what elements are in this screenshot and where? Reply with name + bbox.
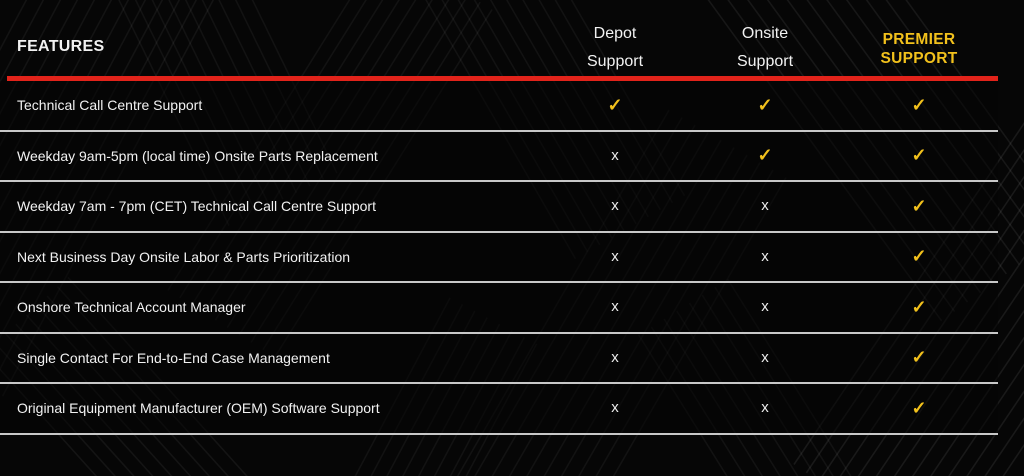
check-icon: ✓ [757,145,773,166]
column-header-line: Support [736,53,794,70]
table-row: Weekday 7am - 7pm (CET) Technical Call C… [0,182,998,233]
x-icon: x [761,348,769,366]
value-cell-premier: ✓ [840,246,998,267]
header-red-divider [7,76,998,81]
check-icon: ✓ [911,246,927,267]
x-icon: x [761,298,769,316]
column-header-premier-support: PREMIER SUPPORT [840,0,998,76]
table-row: Technical Call Centre Support ✓ ✓ ✓ [0,81,998,132]
table-row: Onshore Technical Account Manager x x ✓ [0,283,998,334]
value-cell-depot: x [540,399,690,417]
table-row: Original Equipment Manufacturer (OEM) So… [0,384,998,435]
column-header-line: Support [586,53,644,70]
value-cell-onsite: x [690,399,840,417]
check-icon: ✓ [911,145,927,166]
table-row: Single Contact For End-to-End Case Manag… [0,333,998,384]
value-cell-premier: ✓ [840,398,998,419]
value-cell-depot: x [540,147,690,165]
check-icon: ✓ [757,94,773,115]
features-header: FEATURES [17,38,105,55]
value-cell-premier: ✓ [840,347,998,368]
feature-label: Weekday 7am - 7pm (CET) Technical Call C… [17,198,376,215]
x-icon: x [611,399,619,417]
value-cell-onsite: x [690,349,840,367]
check-icon: ✓ [607,94,623,115]
column-header-depot-support: Depot Support [540,0,690,76]
feature-label: Weekday 9am-5pm (local time) Onsite Part… [17,147,378,164]
x-icon: x [611,247,619,265]
value-cell-onsite: ✓ [690,145,840,166]
x-icon: x [761,197,769,215]
column-header-line: Depot [593,25,637,42]
feature-label: Onshore Technical Account Manager [17,299,246,316]
column-header-onsite-support: Onsite Support [690,0,840,76]
feature-label: Original Equipment Manufacturer (OEM) So… [17,400,380,417]
value-cell-onsite: x [690,248,840,266]
table-body: Technical Call Centre Support ✓ ✓ ✓ Weekday … [0,81,1024,435]
column-header-line: Onsite [741,25,789,42]
check-icon: ✓ [911,296,927,317]
feature-label: Next Business Day Onsite Labor & Parts P… [17,248,351,265]
check-icon: ✓ [911,397,927,418]
x-icon: x [611,298,619,316]
x-icon: x [611,146,619,164]
x-icon: x [761,399,769,417]
feature-label: Technical Call Centre Support [17,97,203,114]
value-cell-depot: x [540,197,690,215]
value-cell-depot: x [540,248,690,266]
check-icon: ✓ [911,94,927,115]
x-icon: x [761,247,769,265]
table-row: Next Business Day Onsite Labor & Parts P… [0,232,998,283]
value-cell-premier: ✓ [840,196,998,217]
value-cell-depot: ✓ [540,95,690,116]
x-icon: x [611,348,619,366]
value-cell-onsite: x [690,298,840,316]
table-row: Weekday 9am-5pm (local time) Onsite Part… [0,131,998,182]
value-cell-onsite: ✓ [690,95,840,116]
column-header-line: PREMIER [882,31,956,48]
value-cell-onsite: x [690,197,840,215]
feature-label: Single Contact For End-to-End Case Manag… [17,349,330,366]
value-cell-premier: ✓ [840,297,998,318]
x-icon: x [611,197,619,215]
check-icon: ✓ [911,347,927,368]
table-header: FEATURES Depot Support Onsite Support PR… [0,0,998,76]
value-cell-depot: x [540,298,690,316]
value-cell-premier: ✓ [840,95,998,116]
check-icon: ✓ [911,195,927,216]
value-cell-depot: x [540,349,690,367]
value-cell-premier: ✓ [840,145,998,166]
column-header-line: SUPPORT [880,50,958,67]
